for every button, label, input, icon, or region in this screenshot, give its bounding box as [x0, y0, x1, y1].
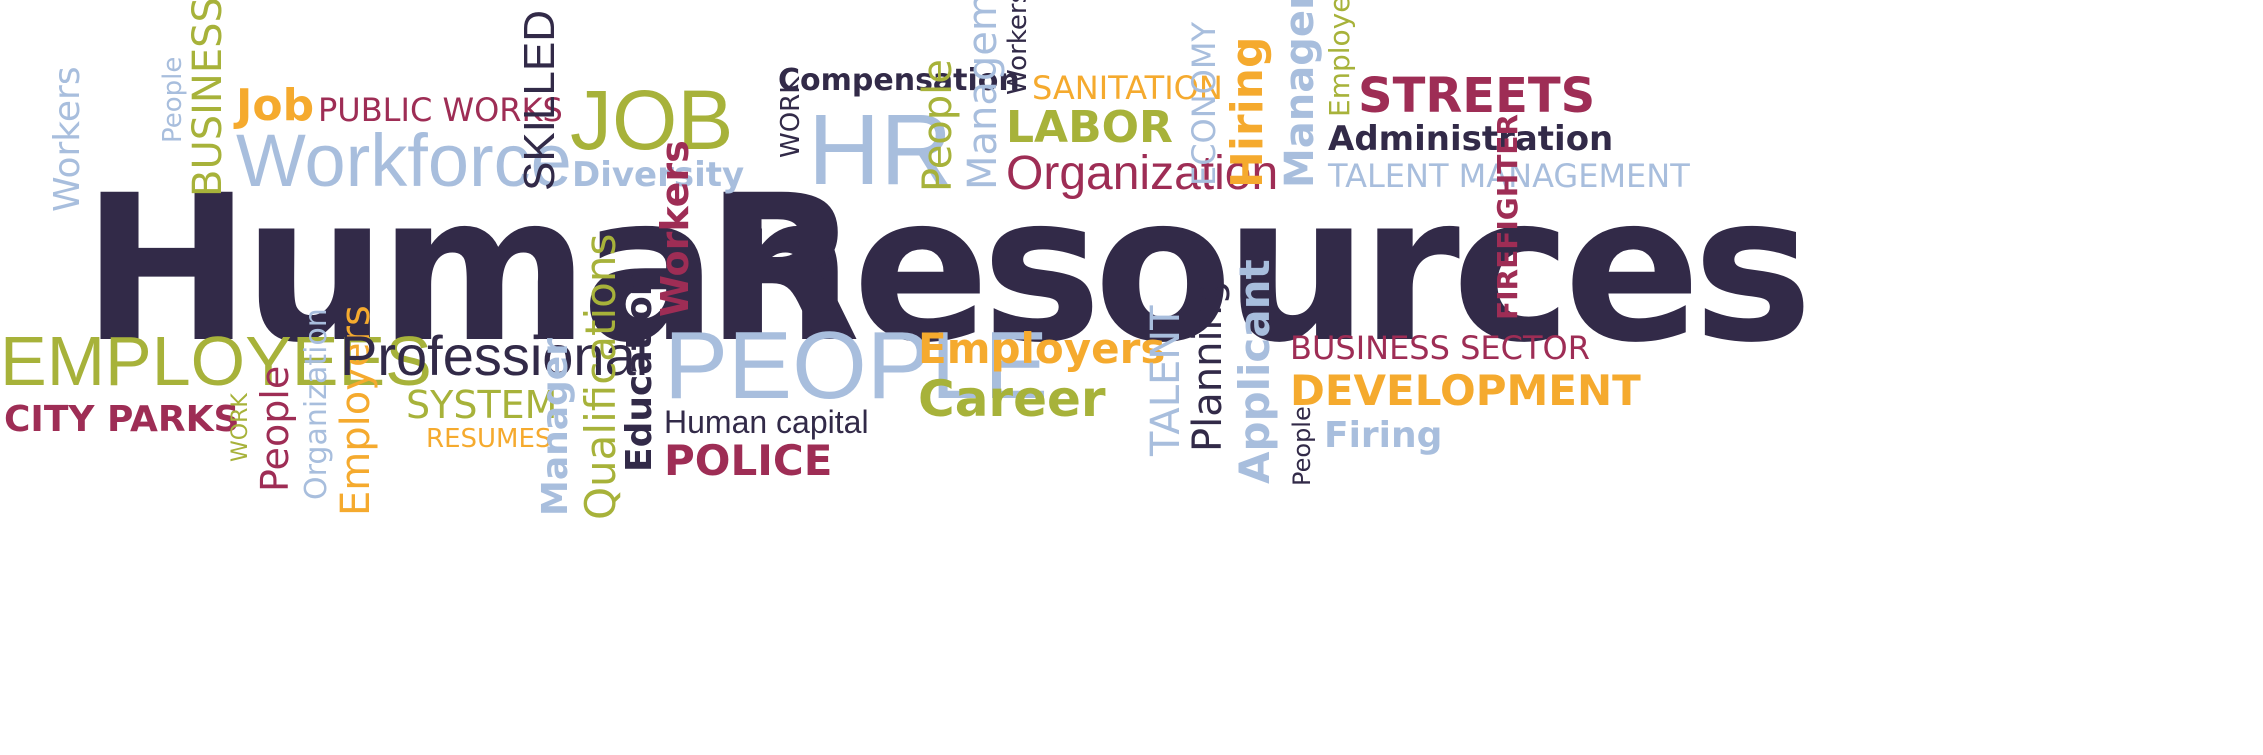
word-city-parks: CITY PARKS: [4, 399, 240, 440]
word-resumes: RESUMES: [426, 424, 552, 454]
word-workforce: Workforce: [236, 119, 572, 202]
word-work-bottom: WORK: [228, 393, 253, 462]
word-workers-left: Workers: [47, 66, 88, 212]
word-people-bottom: People: [253, 365, 297, 492]
word-applicant: Applicant: [1230, 259, 1279, 484]
word-people-small: People: [1288, 406, 1316, 486]
word-firefighter: FIREFIGHTER: [1491, 114, 1524, 320]
word-education: Education: [619, 270, 660, 472]
word-administration: Administration: [1328, 119, 1614, 159]
word-professional: Professional: [340, 324, 649, 387]
word-labor: LABOR: [1006, 102, 1173, 153]
word-resources: Resources: [705, 151, 1813, 387]
word-sanitation: SANITATION: [1032, 69, 1223, 107]
word-police: POLICE: [664, 436, 833, 485]
word-organization-top: Organization: [1006, 147, 1279, 200]
word-talent-management: TALENT MANAGEMENT: [1328, 157, 1690, 195]
word-public-works: PUBLIC WORKS: [318, 91, 563, 129]
word-planning: Planning: [1185, 279, 1231, 452]
word-skilled: SKILLED: [515, 10, 564, 191]
word-firing: Firing: [1324, 415, 1443, 456]
word-business-sector: BUSINESS SECTOR: [1290, 329, 1590, 367]
word-management-2: Management: [1277, 0, 1323, 188]
word-employers: Employers: [918, 324, 1166, 373]
word-manager: Manager: [535, 338, 576, 516]
word-employees-big: EMPLOYEES: [0, 322, 432, 400]
word-economy: ECONOMY: [1185, 21, 1223, 186]
word-management-1: Management: [960, 0, 1006, 190]
word-human: Human: [82, 151, 853, 387]
word-hr: HR: [808, 94, 953, 206]
word-employees-top: Employees: [1323, 0, 1356, 117]
word-streets: STREETS: [1358, 68, 1596, 124]
word-workers-mid: Workers: [653, 140, 697, 317]
word-diversity: Diversity: [572, 155, 745, 195]
word-talent: TALENT: [1143, 305, 1189, 456]
word-people-big: PEOPLE: [664, 312, 1049, 419]
word-career: Career: [918, 370, 1106, 428]
word-job-big: JOB: [570, 73, 734, 167]
word-organization-bottom: Organization: [299, 308, 334, 500]
word-people-mid: People: [915, 59, 961, 192]
word-hiring: Hiring: [1222, 36, 1273, 188]
word-human-capital: Human capital: [664, 404, 869, 440]
word-workers-top: Workers: [1003, 0, 1033, 95]
word-job-small: Job: [236, 80, 315, 131]
word-qualifications: Qualifications: [576, 233, 625, 520]
word-development: DEVELOPMENT: [1290, 366, 1641, 415]
word-business: BUSINESS: [185, 0, 231, 197]
word-system: SYSTEM: [406, 383, 558, 427]
word-people-top: People: [158, 56, 188, 143]
word-compensation: Compensation: [778, 63, 1020, 98]
